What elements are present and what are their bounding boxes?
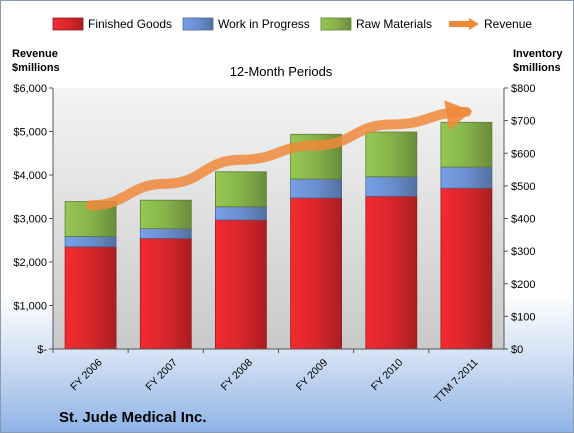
legend-swatch	[52, 17, 84, 31]
revenue-series	[85, 100, 473, 211]
left-axis-label-line1: Revenue	[12, 48, 58, 60]
bar-work-in-progress-5	[440, 166, 493, 189]
bar-work-in-progress-4	[365, 176, 418, 197]
right-axis-label-line2: $millions	[513, 62, 561, 74]
legend-item: Work in Progress	[182, 17, 310, 31]
bar-raw-materials-5	[440, 121, 493, 168]
bar-finished-goods-1	[139, 237, 192, 350]
legend-label: Finished Goods	[88, 17, 172, 31]
left-tick-label: $5,000	[13, 127, 47, 139]
right-axis-label-line1: Inventory	[513, 48, 563, 60]
right-tick-label: $300	[511, 246, 535, 258]
revenue-arrowhead	[444, 100, 473, 130]
right-tick-label: $800	[511, 83, 535, 95]
x-tick-label: FY 2006	[68, 357, 105, 394]
x-tick-label: FY 2008	[219, 357, 256, 394]
bar-work-in-progress-2	[214, 206, 267, 221]
x-tick-label: TTM 7-2011	[432, 357, 480, 405]
bar-raw-materials-4	[365, 131, 418, 178]
x-tick-label: FY 2010	[369, 357, 406, 394]
chart-subtitle: 12-Month Periods	[230, 64, 333, 79]
x-tick-label: FY 2007	[143, 357, 180, 394]
revenue-line	[85, 106, 472, 211]
bar-raw-materials-2	[214, 171, 267, 208]
bar-work-in-progress-0	[64, 235, 117, 248]
bar-finished-goods-4	[365, 195, 418, 350]
left-tick-label: $4,000	[13, 170, 47, 182]
right-tick-label: $200	[511, 279, 535, 291]
company-name: St. Jude Medical Inc.	[59, 409, 207, 426]
legend-item: Revenue	[449, 17, 532, 31]
legend-item: Finished Goods	[52, 17, 172, 31]
legend-swatch	[320, 17, 352, 31]
left-tick-label: $1,000	[13, 301, 47, 313]
left-tick-label: $2,000	[13, 257, 47, 269]
legend: Finished Goods Work in Progress Raw Materi…	[52, 17, 532, 31]
bar-work-in-progress-1	[139, 228, 192, 239]
left-tick-label: $-	[37, 344, 47, 356]
plot-area	[53, 88, 504, 349]
legend-swatch-arrowhead	[469, 18, 479, 30]
bar-work-in-progress-3	[290, 178, 343, 199]
bar-finished-goods-5	[440, 187, 493, 350]
right-tick-label: $700	[511, 116, 535, 128]
right-tick-label: $100	[511, 311, 535, 323]
right-tick-label: $500	[511, 181, 535, 193]
legend-swatch	[182, 17, 214, 31]
legend-label: Raw Materials	[356, 17, 432, 31]
right-tick-label: $0	[511, 344, 523, 356]
bar-raw-materials-1	[139, 199, 192, 229]
legend-label: Work in Progress	[218, 17, 310, 31]
bar-finished-goods-3	[290, 197, 343, 350]
left-axis-label-line2: $millions	[12, 62, 60, 74]
legend-label: Revenue	[484, 17, 532, 31]
bars	[64, 121, 493, 350]
x-tick-label: FY 2009	[294, 357, 331, 394]
bar-finished-goods-2	[214, 219, 267, 350]
left-tick-label: $3,000	[13, 214, 47, 226]
right-tick-label: $400	[511, 214, 535, 226]
bar-finished-goods-0	[64, 246, 117, 350]
left-tick-label: $6,000	[13, 83, 47, 95]
legend-item: Raw Materials	[320, 17, 432, 31]
right-tick-label: $600	[511, 148, 535, 160]
